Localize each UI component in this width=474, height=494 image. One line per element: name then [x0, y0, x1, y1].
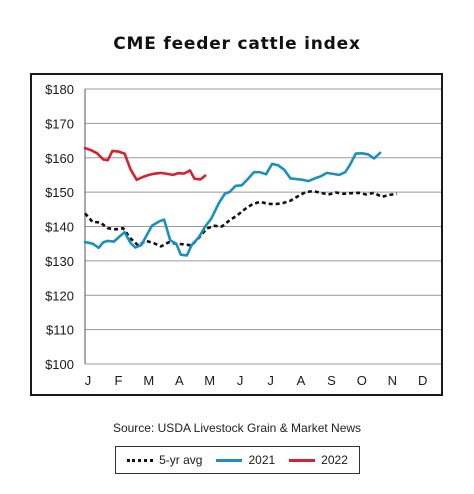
y-axis-ticks: $100 $110 $120 $130 $140 $150 $160 $170 $180: [45, 82, 74, 372]
y-tick-label: $170: [45, 116, 74, 131]
legend-swatch-2021: [216, 458, 243, 462]
x-tick-label: J: [85, 373, 92, 388]
legend-swatch-2022: [289, 458, 316, 462]
x-tick-label: A: [175, 373, 184, 388]
x-tick-label: A: [297, 373, 306, 388]
legend-label-2022: 2022: [321, 453, 348, 467]
y-tick-label: $100: [45, 357, 74, 372]
x-tick-label: O: [357, 373, 367, 388]
series-line-5-yr-avg: [84, 189, 398, 248]
x-tick-label: J: [267, 373, 274, 388]
legend-label-5yr-avg: 5-yr avg: [159, 453, 203, 467]
x-tick-label: M: [143, 373, 154, 388]
legend-swatch-5yr-avg: [127, 458, 154, 462]
source-note: Source: USDA Livestock Grain & Market Ne…: [112, 421, 362, 435]
legend-item-2021: 2021: [216, 453, 275, 467]
x-tick-label: N: [388, 373, 397, 388]
series-line-2021: [83, 151, 382, 257]
legend: 5-yr avg 2021 2022: [115, 446, 360, 474]
legend-item-5yr-avg: 5-yr avg: [127, 453, 202, 467]
x-tick-label: D: [418, 373, 427, 388]
x-tick-label: M: [204, 373, 215, 388]
y-tick-label: $160: [45, 151, 74, 166]
x-tick-label: F: [114, 373, 122, 388]
legend-item-2022: 2022: [289, 453, 348, 467]
y-tick-label: $150: [45, 185, 74, 200]
y-tick-label: $110: [46, 323, 74, 338]
y-tick-label: $120: [45, 288, 74, 303]
chart-title: CME feeder cattle index: [113, 34, 361, 54]
series-layer: [83, 146, 398, 257]
y-tick-label: $140: [45, 220, 74, 235]
y-tick-label: $130: [45, 254, 74, 269]
y-tick-label: $180: [45, 82, 74, 97]
x-tick-label: J: [237, 373, 244, 388]
grid-layer: [84, 88, 441, 365]
plot-frame: [30, 73, 443, 396]
x-tick-label: S: [327, 373, 336, 388]
legend-label-2021: 2021: [248, 453, 276, 467]
series-line-2022: [83, 146, 207, 182]
chart-svg: $100 $110 $120 $130 $140 $150 $160 $170 $180 J F M…: [45, 82, 441, 388]
